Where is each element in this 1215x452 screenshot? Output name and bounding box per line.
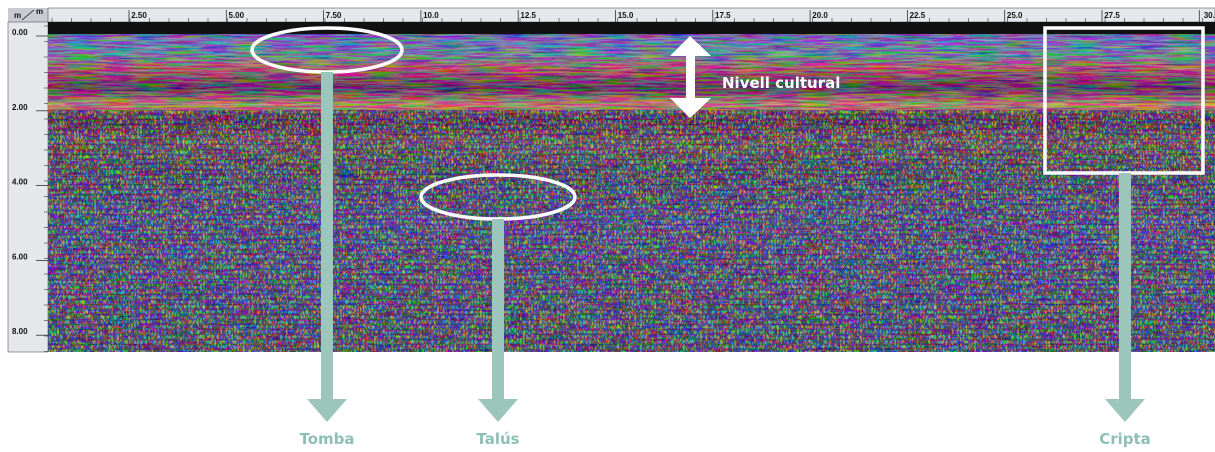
x-tick-label: 25.0 xyxy=(1007,11,1023,20)
radargram-top-band xyxy=(48,22,1215,34)
talus-label: Talús xyxy=(476,430,519,448)
y-tick-label: 0.00 xyxy=(12,28,28,37)
x-tick-label: 15.0 xyxy=(618,11,634,20)
radargram-speckle xyxy=(48,110,1215,352)
corner-slash xyxy=(21,9,35,21)
x-tick-label: 12.5 xyxy=(520,11,536,20)
x-tick-label: 7.50 xyxy=(326,11,342,20)
y-tick-label: 6.00 xyxy=(12,252,28,261)
cripta-arrow-head xyxy=(1105,399,1145,422)
layer-arrow-head-up xyxy=(670,36,711,56)
left-ruler xyxy=(7,21,49,353)
layer-label: Nivell cultural xyxy=(722,74,840,92)
talus-arrow-shaft xyxy=(492,219,504,399)
x-tick-label: 20.0 xyxy=(812,11,828,20)
x-tick-label: 30. xyxy=(1204,11,1215,20)
x-tick-label: 17.5 xyxy=(715,11,731,20)
y-tick-label: 4.00 xyxy=(12,178,28,187)
layer-arrow-head-down xyxy=(670,98,711,118)
cripta-arrow-shaft xyxy=(1119,173,1131,399)
tomba-arrow-head xyxy=(307,399,347,422)
talus-arrow-head xyxy=(478,399,518,422)
x-tick-label: 5.00 xyxy=(229,11,245,20)
corner-label: m xyxy=(36,7,43,16)
layer-arrow-shaft xyxy=(686,54,695,100)
x-tick-label: 22.5 xyxy=(910,11,926,20)
x-tick-label: 2.50 xyxy=(131,11,147,20)
x-tick-label: 27.5 xyxy=(1104,11,1120,20)
y-tick-label: 8.00 xyxy=(12,327,28,336)
corner-label: m xyxy=(14,11,21,20)
tomba-label: Tomba xyxy=(299,430,354,448)
cripta-label: Cripta xyxy=(1099,430,1151,448)
y-tick-label: 2.00 xyxy=(12,103,28,112)
x-tick-label: 10.0 xyxy=(423,11,439,20)
tomba-arrow-shaft xyxy=(321,72,333,399)
